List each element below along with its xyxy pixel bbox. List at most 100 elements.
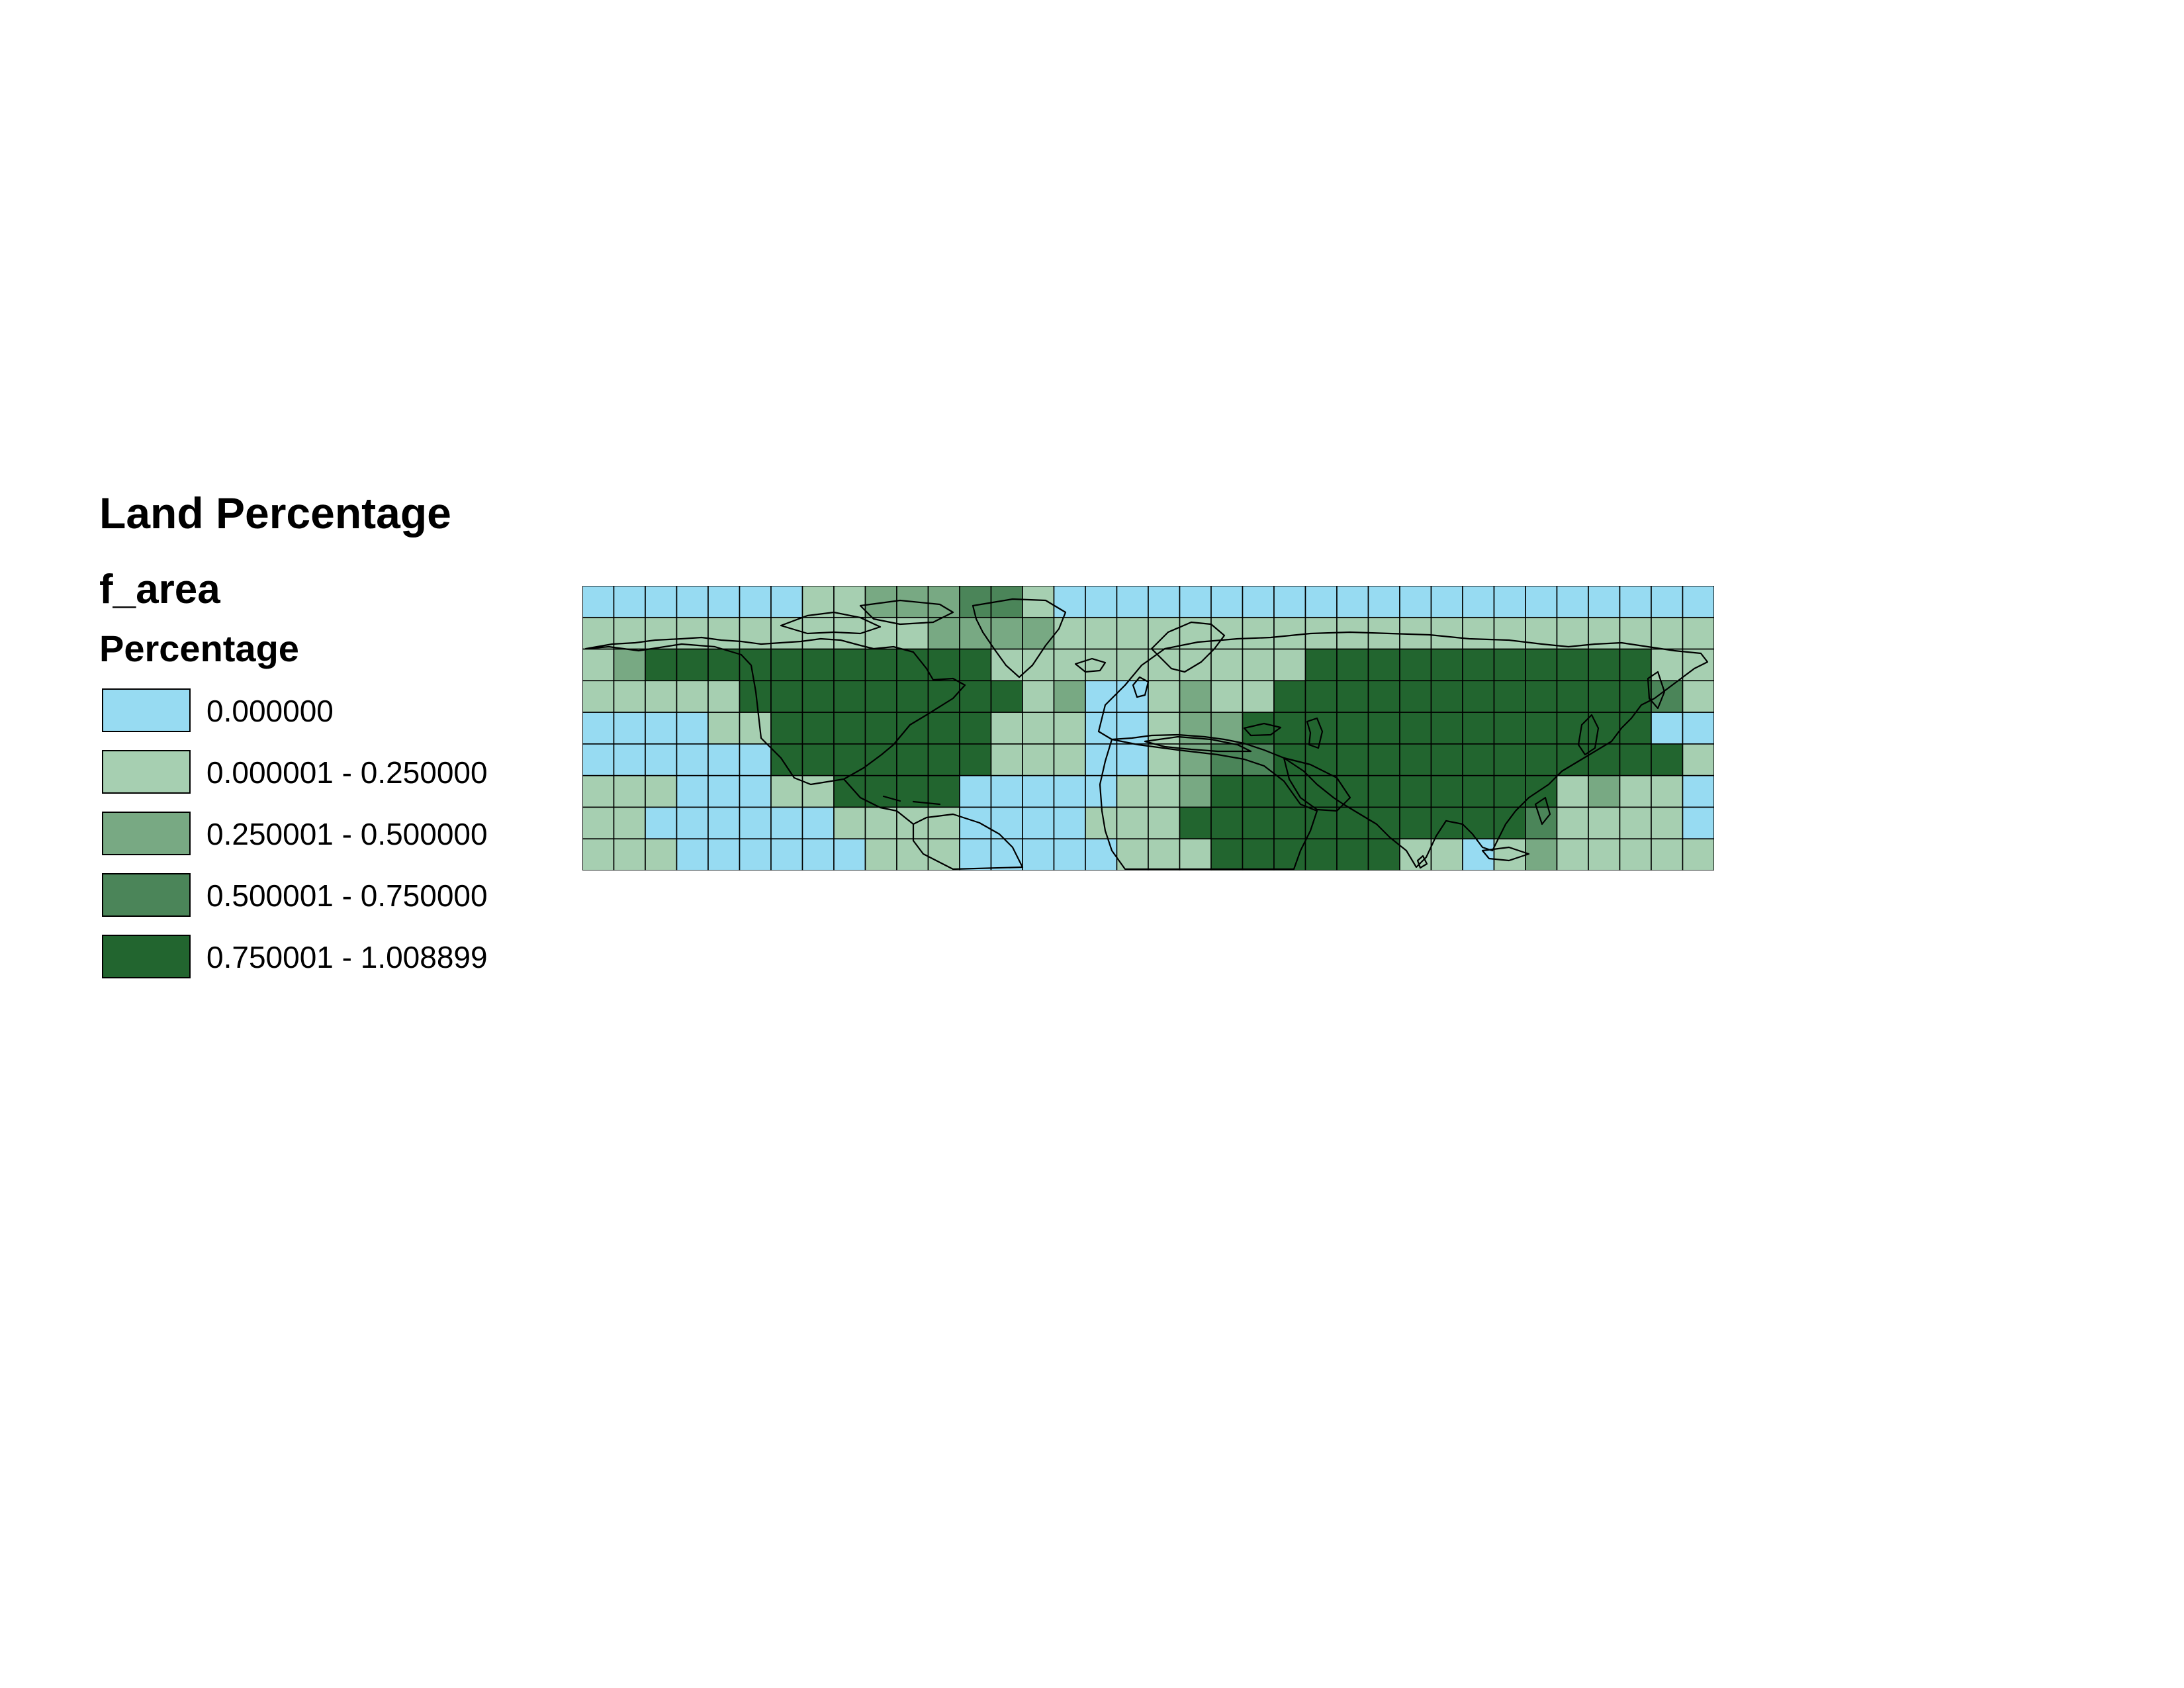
grid-cell [1588,680,1621,713]
grid-cell [1116,838,1149,870]
grid-cell [864,743,897,776]
grid-cell [1304,743,1338,776]
grid-cell [1085,616,1118,650]
grid-cell [1022,806,1055,840]
grid-cell [1053,712,1086,745]
grid-cell [613,680,646,713]
legend-item-class-5: 0.750001 - 1.008899 [99,935,576,982]
coastline-iceland [1074,657,1107,673]
grid-cell [1116,680,1149,713]
grid-cell [1148,586,1181,618]
grid-cell [1273,838,1306,870]
grid-cell [1210,838,1244,870]
grid-cell [582,586,615,618]
grid-cell [707,743,741,776]
grid-cell [1273,648,1306,682]
grid-cell [1116,806,1149,840]
grid-cell [1210,648,1244,682]
grid-cell [1430,680,1463,713]
grid-cell [1651,774,1684,808]
grid-cell [582,743,615,776]
coastline-north-america [584,636,966,786]
grid-cell [676,586,709,618]
coastline-british-isles [1132,676,1150,698]
coastline-arctic-islands [780,611,882,635]
grid-cell [959,806,992,840]
legend-label: 0.250001 - 0.500000 [206,817,488,851]
grid-cell [864,806,897,840]
grid-cell [1367,680,1400,713]
grid-cell [1053,586,1086,618]
grid-cell [1367,838,1400,870]
grid-cell [1336,838,1369,870]
grid-cell [927,838,960,870]
grid-cell [1588,586,1621,618]
grid-cell [1148,806,1181,840]
grid-cell [582,712,615,745]
grid-cell [1430,712,1463,745]
coastline-greenland [972,598,1067,679]
grid-cell [1053,648,1086,682]
grid-cell [1430,616,1463,650]
grid-cell [1556,586,1589,618]
grid-cell [676,648,709,682]
grid-cell [1304,838,1338,870]
grid-cell [1304,806,1338,840]
grid-cell [1651,586,1684,618]
legend-swatch [102,873,191,917]
grid-cell [1148,774,1181,808]
grid-cell [1493,680,1526,713]
grid-cell [1493,743,1526,776]
grid-cell [927,743,960,776]
grid-cell [1651,743,1684,776]
grid-cell [1556,712,1589,745]
map-frame [582,586,1714,870]
grid-cell [770,806,803,840]
grid-cell [1336,648,1369,682]
grid-cell [1619,774,1652,808]
grid-cell [645,774,678,808]
grid-cell [1462,806,1495,840]
grid-cell [1085,586,1118,618]
grid-cell [990,806,1023,840]
grid-cell [1210,616,1244,650]
grid-cell [1399,774,1432,808]
grid-cell [1116,586,1149,618]
grid-cell [959,616,992,650]
grid-cell [676,806,709,840]
grid-cell [707,712,741,745]
grid-cell [1116,616,1149,650]
grid-cell [1053,616,1086,650]
grid-map [582,586,1714,870]
grid-cell [864,680,897,713]
grid-cell [1022,648,1055,682]
grid-cell [1556,616,1589,650]
legend-label: 0.500001 - 0.750000 [206,878,488,913]
grid-cell [1367,806,1400,840]
grid-cell [1493,616,1526,650]
coastline-caspian-sea [1306,717,1324,749]
grid-cell [833,648,866,682]
grid-cell [1116,743,1149,776]
legend-label: 0.000000 [206,694,334,728]
coastline-scandinavia [1150,621,1226,673]
grid-cell [676,743,709,776]
grid-cell [927,712,960,745]
grid-cell [613,586,646,618]
grid-cell [896,838,929,870]
grid-cell [1682,586,1714,618]
grid-cell [1493,838,1526,870]
grid-cell [1651,838,1684,870]
grid-cell [1525,680,1558,713]
grid-cell [1462,712,1495,745]
coastline-mediterranean [1144,735,1252,753]
grid-cell [770,743,803,776]
grid-cell [896,743,929,776]
grid-cell [1304,774,1338,808]
grid-cell [864,838,897,870]
grid-cell [1210,586,1244,618]
grid-cell [990,680,1023,713]
grid-cell [1367,774,1400,808]
grid-cell [645,712,678,745]
grid-cell [1682,743,1714,776]
